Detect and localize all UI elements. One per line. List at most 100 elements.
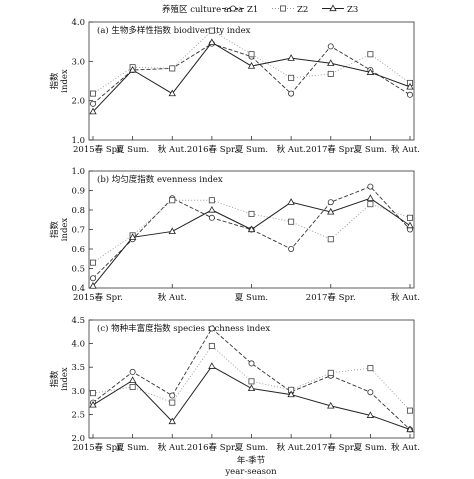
x-tick-label: 2015春 Spr. xyxy=(73,442,123,453)
legend-label-z3: Z3 xyxy=(347,5,358,15)
panel-title: (c) 物种丰富度指数 species richness index xyxy=(97,323,270,334)
point-z2 xyxy=(208,27,215,34)
point-z3 xyxy=(366,68,375,75)
point-z2 xyxy=(90,259,97,266)
y-tick-label: 1.0 xyxy=(71,136,85,146)
point-z2 xyxy=(288,74,295,81)
point-z3 xyxy=(406,221,414,229)
point-z3 xyxy=(406,82,414,90)
point-z2 xyxy=(129,384,136,391)
x-tick-label: 2016春 Spr. xyxy=(187,144,237,155)
point-z1 xyxy=(129,368,136,375)
point-z1 xyxy=(90,100,97,107)
y-tick-label: 0.6 xyxy=(71,245,85,255)
y-tick-label: 4.0 xyxy=(71,340,85,350)
y-tick-label: 2.5 xyxy=(71,410,85,420)
point-z3 xyxy=(89,282,97,289)
point-z3 xyxy=(208,38,216,46)
point-z3 xyxy=(327,207,335,215)
point-z3 xyxy=(327,59,335,66)
y-tick-label: 0.4 xyxy=(71,284,85,294)
point-z1 xyxy=(327,199,334,206)
point-z1 xyxy=(367,183,374,190)
point-z1 xyxy=(248,360,255,367)
y-axis-label-en: index xyxy=(60,367,70,391)
point-z1 xyxy=(406,91,413,98)
y-tick-label: 4.0 xyxy=(71,18,85,28)
point-z3 xyxy=(287,54,295,61)
x-tick-label: 秋 Aut. xyxy=(391,144,420,155)
x-axis-label-zh: 年-季节 xyxy=(237,455,266,466)
y-tick-label: 2.0 xyxy=(71,434,85,444)
y-axis-label-zh: 指数 xyxy=(49,72,60,90)
legend-title: 养殖区 culture area xyxy=(162,4,243,15)
point-z2 xyxy=(327,369,334,376)
point-z2 xyxy=(208,197,215,204)
y-axis-label-en: index xyxy=(60,218,70,242)
legend-label-z1: Z1 xyxy=(247,5,258,15)
y-tick-label: 3.0 xyxy=(71,57,85,67)
point-z2 xyxy=(208,342,215,349)
point-z2 xyxy=(90,90,97,97)
point-z3 xyxy=(327,401,335,409)
point-z3 xyxy=(128,233,137,240)
x-tick-label: 夏 Sum. xyxy=(116,443,149,453)
point-z1 xyxy=(327,43,334,50)
panel-title: (b) 均匀度指数 evenness index xyxy=(97,174,223,185)
point-z2 xyxy=(288,218,295,225)
point-z2 xyxy=(367,365,374,372)
point-z3 xyxy=(128,65,137,73)
series-line-z2 xyxy=(92,30,411,94)
point-z2 xyxy=(406,407,413,414)
legend-marker-z3 xyxy=(329,4,337,12)
y-tick-label: 0.7 xyxy=(71,226,85,236)
y-axis-label-en: index xyxy=(60,69,70,93)
x-axis-label-en: year-season xyxy=(224,467,277,477)
legend-marker-z2 xyxy=(279,5,286,12)
point-z2 xyxy=(327,70,334,77)
y-tick-label: 0.5 xyxy=(71,265,85,275)
point-z1 xyxy=(208,214,215,221)
point-z2 xyxy=(327,236,334,243)
point-z3 xyxy=(366,411,375,418)
point-z3 xyxy=(366,194,375,201)
x-tick-label: 夏 Sum. xyxy=(354,145,387,155)
x-tick-label: 秋 Aut. xyxy=(158,442,187,453)
point-z2 xyxy=(406,214,413,221)
y-tick-label: 4.5 xyxy=(71,316,85,326)
x-tick-label: 夏 Sum. xyxy=(235,293,268,303)
x-tick-label: 秋 Aut. xyxy=(158,144,187,155)
point-z3 xyxy=(168,227,176,235)
point-z3 xyxy=(208,205,216,213)
point-z2 xyxy=(248,210,255,217)
legend-label-z2: Z2 xyxy=(297,5,308,15)
plot-frame xyxy=(88,21,415,141)
point-z3 xyxy=(247,225,256,233)
point-z3 xyxy=(208,362,216,369)
x-tick-label: 夏 Sum. xyxy=(116,145,149,155)
panel-b: (b) 均匀度指数 evenness index 指数 index 0.4 0.5 0.6… xyxy=(49,167,420,303)
y-tick-label: 2.0 xyxy=(71,97,85,107)
point-z3 xyxy=(287,390,295,398)
x-tick-label: 秋 Aut. xyxy=(391,442,420,453)
point-z3 xyxy=(247,384,256,392)
series-line-z3 xyxy=(92,365,411,430)
x-tick-label: 夏 Sum. xyxy=(235,443,268,453)
point-z3 xyxy=(287,198,295,205)
point-z2 xyxy=(169,65,176,72)
y-axis-label-zh: 指数 xyxy=(49,370,60,388)
point-z1 xyxy=(288,90,295,97)
point-z2 xyxy=(90,390,97,397)
panel-title: (a) 生物多样性指数 biodiversity index xyxy=(97,25,251,36)
y-tick-label: 0.8 xyxy=(71,206,85,216)
x-tick-label: 秋 Aut. xyxy=(277,442,306,453)
legend-marker-z1 xyxy=(229,5,236,12)
point-z1 xyxy=(367,389,374,396)
x-tick-label: 秋 Aut. xyxy=(277,144,306,155)
point-z2 xyxy=(367,51,374,58)
x-tick-label: 2017春 Spr. xyxy=(306,292,356,303)
point-z2 xyxy=(248,51,255,58)
series-line-z2 xyxy=(92,345,411,411)
point-z3 xyxy=(247,62,256,69)
point-z2 xyxy=(169,399,176,406)
